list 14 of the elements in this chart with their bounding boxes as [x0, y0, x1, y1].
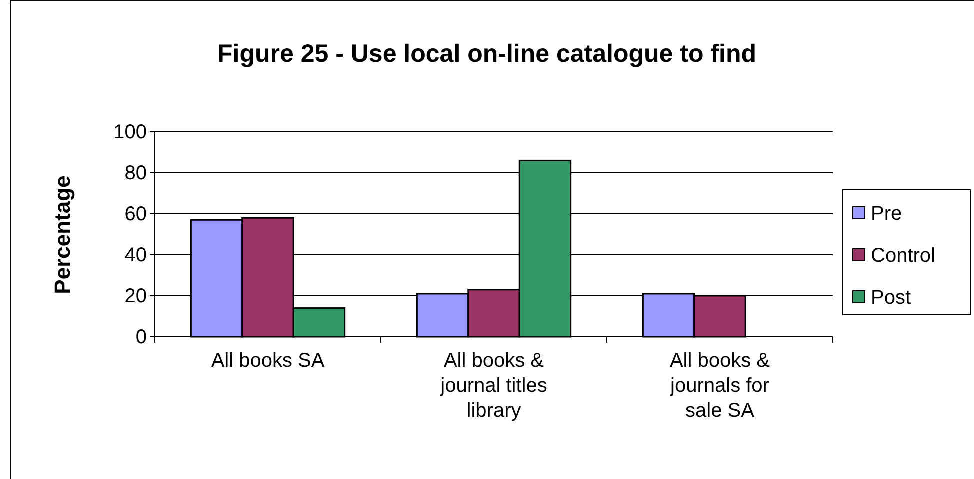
legend-label: Pre	[871, 203, 902, 225]
legend-label: Control	[871, 245, 936, 267]
y-tick-label: 20	[124, 285, 147, 308]
legend-label: Post	[871, 287, 912, 309]
y-tick-label: 60	[124, 203, 147, 226]
y-tick-label: 40	[124, 244, 147, 266]
x-tick-label: All books & journal titles library	[440, 350, 548, 422]
y-tick-label: 0	[136, 326, 147, 348]
y-axis-title: Percentage	[50, 176, 75, 294]
x-tick-label: All books SA	[211, 350, 326, 372]
y-tick-label: 80	[124, 162, 147, 184]
chart-title: Figure 25 - Use local on-line catalogue to find	[218, 40, 756, 68]
x-tick-label: All books & journals for sale SA	[670, 350, 771, 422]
y-tick-label: 100	[114, 121, 147, 144]
